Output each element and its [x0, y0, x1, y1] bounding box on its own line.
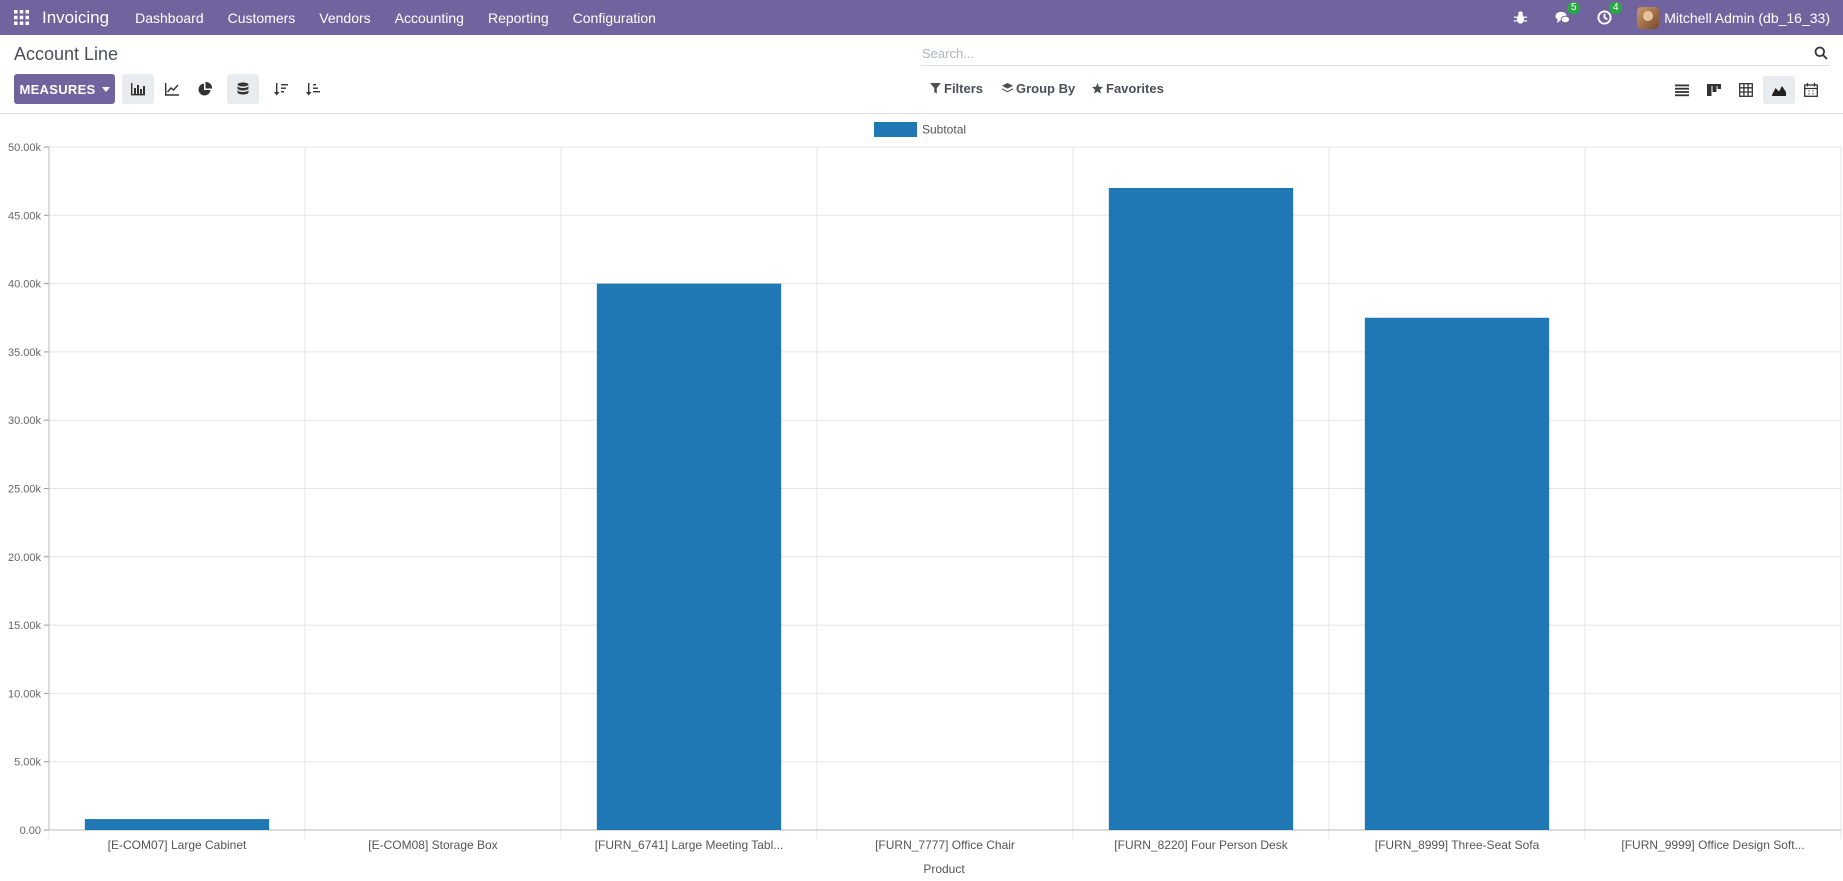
- legend-swatch: [874, 122, 917, 137]
- menu-dashboard[interactable]: Dashboard: [135, 9, 204, 26]
- navbar-systray: 5 4 Mitchell Admin (db_16_33): [1511, 0, 1843, 35]
- menu-reporting[interactable]: Reporting: [487, 9, 549, 26]
- page-title: Account Line: [14, 44, 119, 64]
- y-tick-label: 0.00: [20, 825, 41, 837]
- x-tick-label: [FURN_6741] Large Meeting Tabl...: [595, 838, 784, 852]
- x-tick-label: [FURN_8999] Three-Seat Sofa: [1375, 838, 1540, 852]
- app-brand[interactable]: Invoicing: [42, 7, 110, 27]
- sort-descending-icon: [274, 83, 288, 96]
- y-tick-label: 35.00k: [8, 347, 42, 359]
- filters-button[interactable]: Filters: [930, 81, 983, 96]
- kanban-view-icon: [1707, 84, 1721, 96]
- avatar[interactable]: [1637, 6, 1660, 29]
- activities-badge: 4: [1609, 1, 1623, 14]
- calendar-view-button[interactable]: [1795, 76, 1827, 104]
- bar-chart-icon: [131, 83, 145, 96]
- pie-chart-button[interactable]: [189, 74, 221, 104]
- sort-descending-button[interactable]: [265, 74, 297, 104]
- user-menu[interactable]: Mitchell Admin (db_16_33): [1664, 9, 1830, 26]
- favorites-button[interactable]: Favorites: [1092, 81, 1164, 96]
- menu-vendors[interactable]: Vendors: [319, 9, 371, 26]
- pivot-view-button[interactable]: [1730, 76, 1762, 104]
- line-chart-icon: [165, 83, 179, 96]
- menu-accounting[interactable]: Accounting: [394, 9, 464, 26]
- pie-chart-icon: [198, 82, 212, 96]
- messages-badge: 5: [1567, 1, 1581, 14]
- measures-label: MEASURES: [19, 81, 96, 97]
- x-tick-label: [E-COM07] Large Cabinet: [108, 838, 247, 852]
- favorites-label: Favorites: [1106, 81, 1164, 96]
- y-tick-label: 25.00k: [8, 484, 42, 496]
- kanban-view-button[interactable]: [1698, 76, 1730, 104]
- y-tick-label: 15.00k: [8, 620, 42, 632]
- apps-grid-icon[interactable]: [0, 0, 42, 35]
- list-view-icon: [1675, 84, 1689, 97]
- legend-label: Subtotal: [922, 123, 966, 137]
- stack-icon: [237, 82, 249, 95]
- sort-ascending-icon: [306, 83, 320, 96]
- bar: [84, 819, 270, 830]
- menu-configuration[interactable]: Configuration: [572, 9, 656, 26]
- y-tick-label: 45.00k: [8, 210, 42, 222]
- bar-chart: 0.00 5.00k 10.00k 15.00k 20.00k 25.00k 30.00k 3…: [8, 122, 1842, 876]
- bug-icon[interactable]: [1511, 9, 1529, 27]
- x-tick-label: [FURN_8220] Four Person Desk: [1114, 838, 1288, 852]
- control-panel-divider: [0, 113, 1843, 114]
- graph-view-button[interactable]: [1763, 76, 1795, 104]
- layers-icon: [1002, 83, 1013, 93]
- y-tick-label: 40.00k: [8, 279, 42, 291]
- menu-customers[interactable]: Customers: [227, 9, 296, 26]
- line-chart-button[interactable]: [156, 74, 188, 104]
- group-by-label: Group By: [1016, 81, 1076, 96]
- star-icon: [1092, 83, 1103, 94]
- chevron-down-icon: [101, 86, 110, 92]
- chat-icon[interactable]: 5: [1553, 1, 1581, 27]
- graph-view-icon: [1772, 86, 1786, 96]
- filters-label: Filters: [944, 81, 984, 96]
- bar: [1364, 317, 1550, 830]
- pivot-view-icon: [1739, 83, 1753, 97]
- x-tick-label: [FURN_9999] Office Design Soft...: [1621, 838, 1804, 852]
- y-tick-label: 10.00k: [8, 688, 42, 700]
- measures-button[interactable]: MEASURES: [14, 74, 115, 104]
- search-bar: [921, 42, 1830, 66]
- y-tick-label: 50.00k: [8, 142, 42, 154]
- bar: [596, 283, 782, 831]
- bar: [1108, 187, 1294, 831]
- x-axis-label: Product: [923, 862, 965, 876]
- filter-icon: [930, 83, 941, 94]
- x-tick-label: [FURN_7777] Office Chair: [875, 838, 1015, 852]
- calendar-view-icon: [1804, 83, 1818, 97]
- y-tick-label: 30.00k: [8, 415, 42, 427]
- search-input[interactable]: [921, 42, 1801, 64]
- top-navbar: Invoicing Dashboard Customers Vendors Ac…: [0, 0, 1843, 35]
- clock-icon[interactable]: 4: [1595, 1, 1623, 27]
- y-tick-label: 5.00k: [14, 757, 41, 769]
- bar-chart-button[interactable]: [122, 74, 154, 104]
- search-icon[interactable]: [1814, 46, 1828, 60]
- list-view-button[interactable]: [1666, 76, 1698, 104]
- x-tick-label: [E-COM08] Storage Box: [368, 838, 497, 852]
- sort-ascending-button[interactable]: [297, 74, 329, 104]
- group-by-button[interactable]: Group By: [1002, 81, 1075, 96]
- y-tick-label: 20.00k: [8, 552, 42, 564]
- stacked-button[interactable]: [227, 74, 259, 104]
